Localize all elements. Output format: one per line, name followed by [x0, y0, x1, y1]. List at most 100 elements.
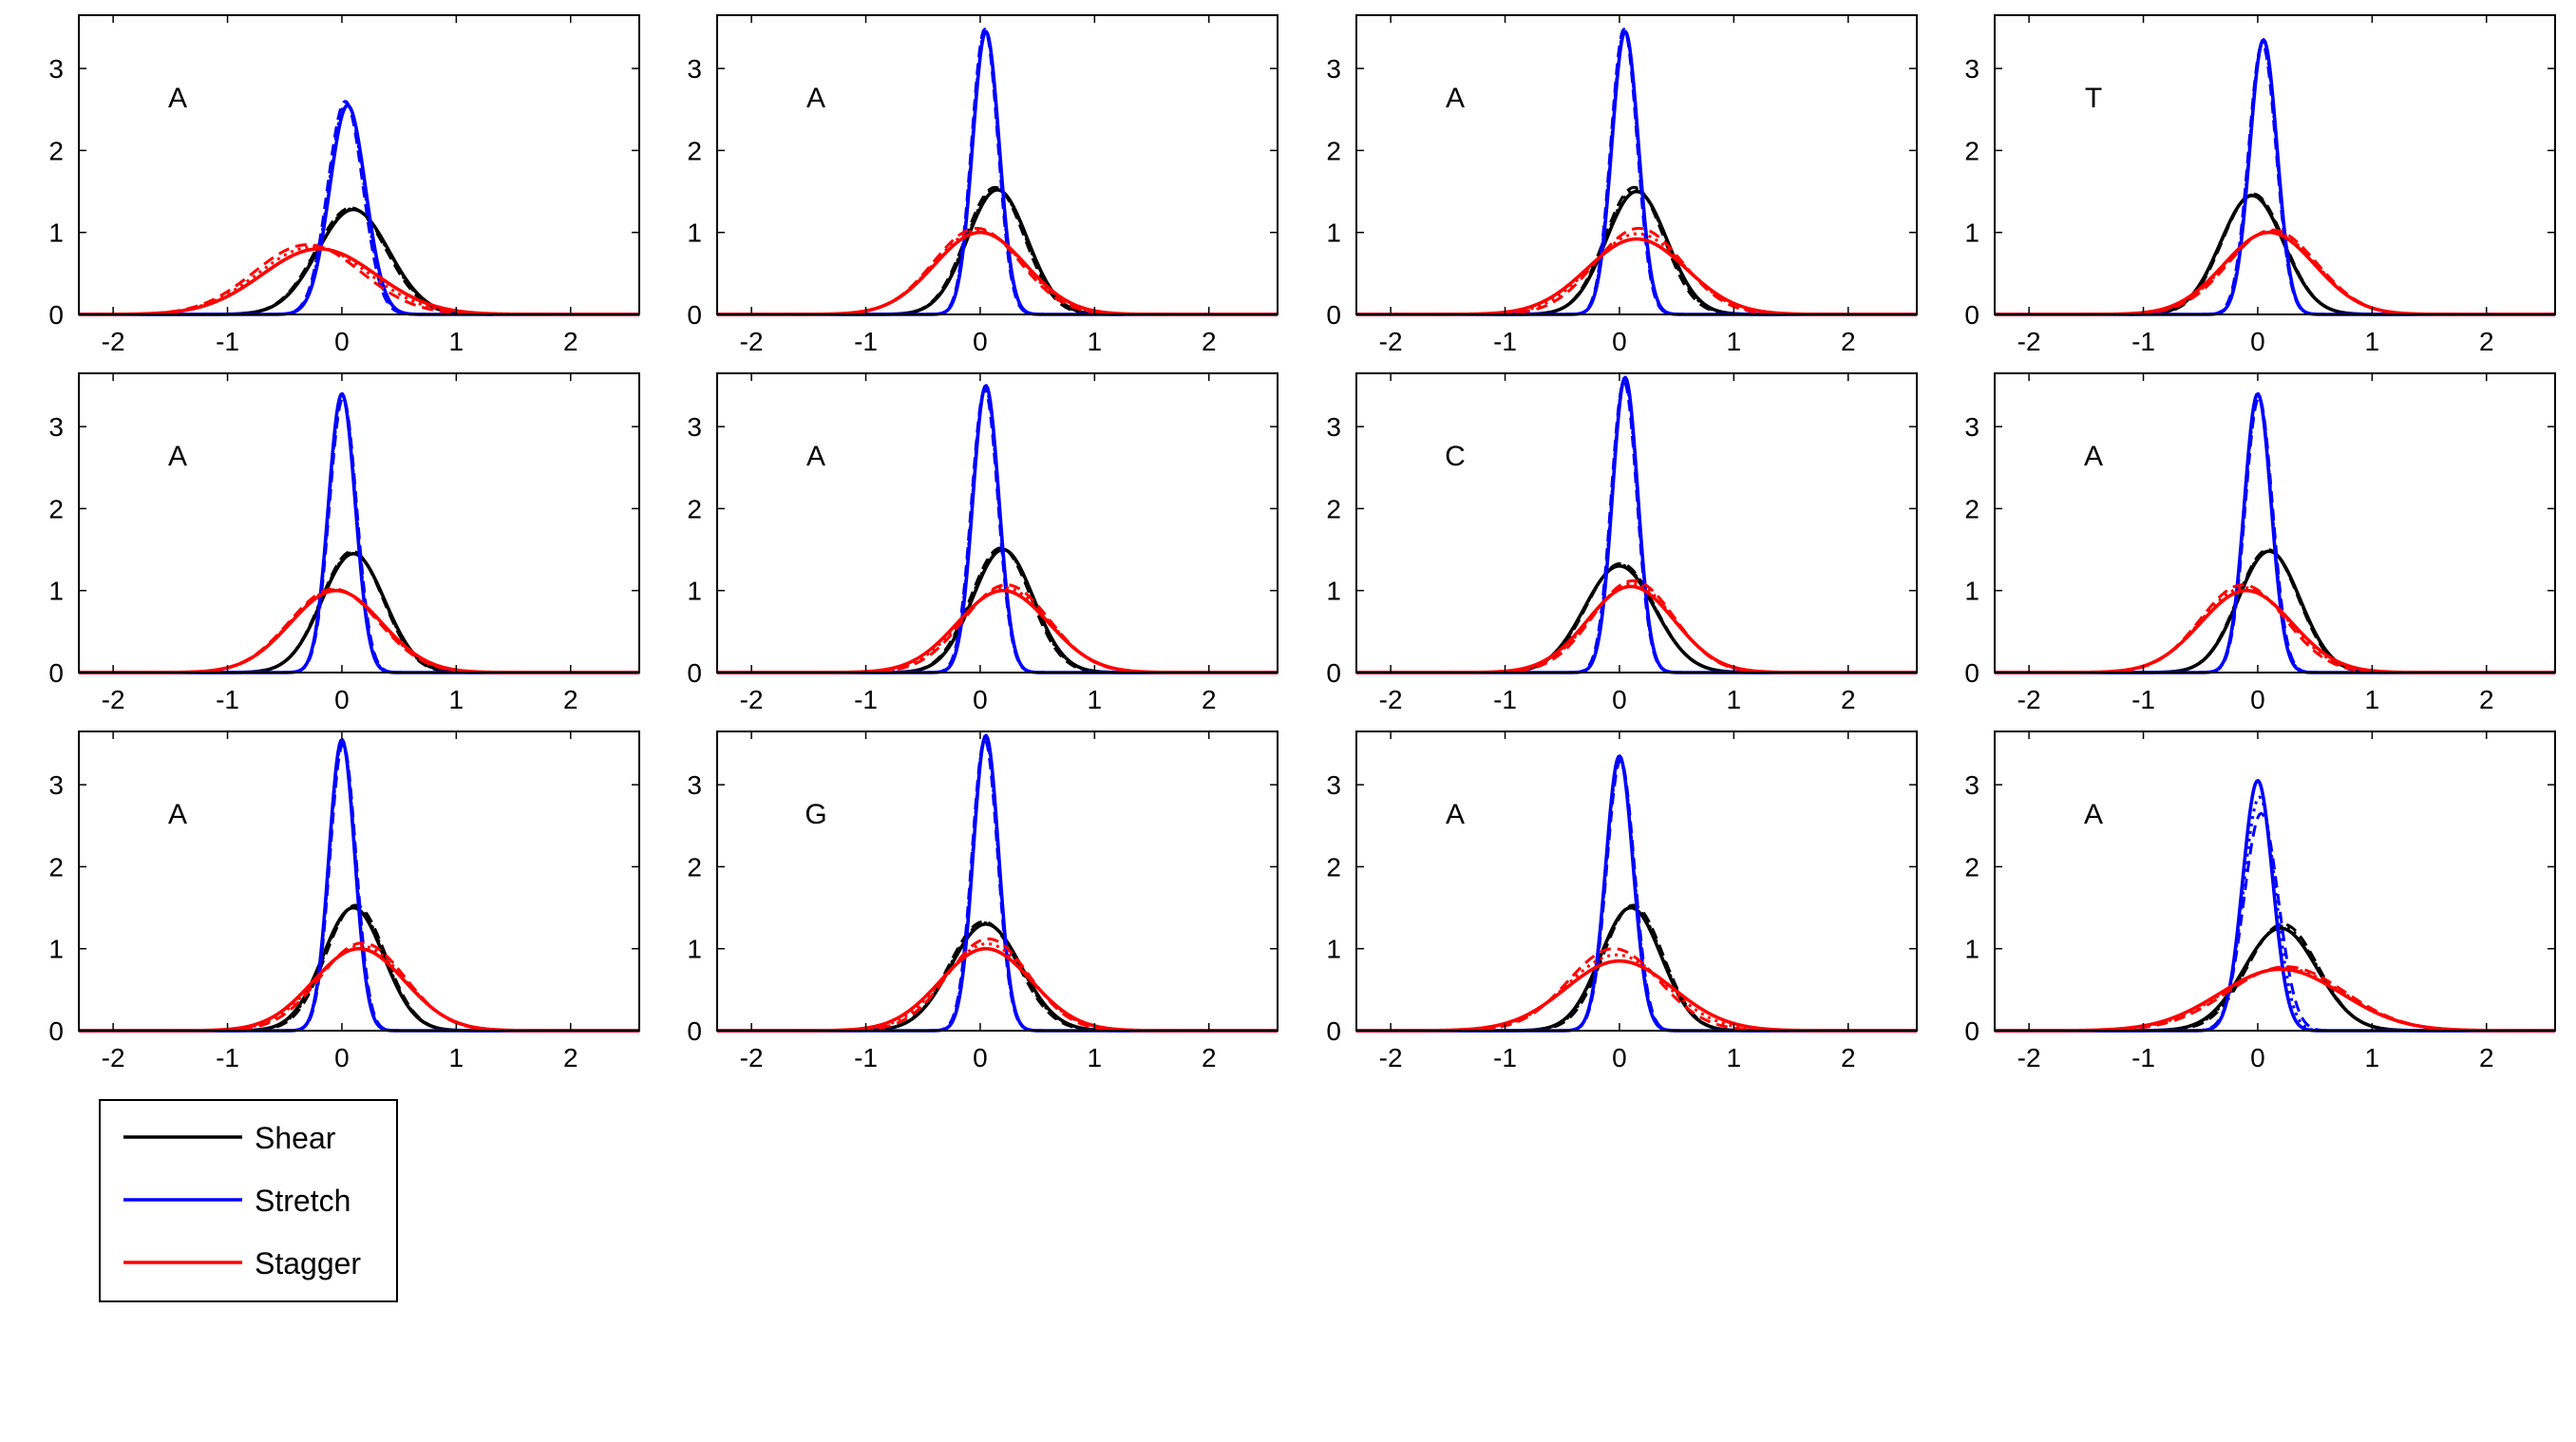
x-tick-label: -1	[2131, 327, 2155, 356]
shear-curve-dotted	[716, 547, 1279, 674]
y-tick-label: 1	[1326, 577, 1341, 606]
x-tick-label: -2	[740, 1043, 764, 1072]
x-tick-label: 1	[449, 685, 464, 714]
x-tick-label: 0	[334, 1043, 350, 1072]
x-tick-label: -2	[102, 1043, 125, 1072]
y-tick-label: 0	[1964, 300, 1979, 330]
stagger-curve-dotted	[716, 229, 1279, 316]
shear-curve-solid	[1355, 905, 1918, 1033]
y-tick-label: 1	[687, 218, 702, 248]
x-tick-label: 1	[2365, 1043, 2380, 1072]
y-tick-label: 3	[687, 54, 702, 84]
stretch-curve-dotted	[716, 386, 1279, 674]
y-tick-label: 2	[48, 852, 64, 882]
x-tick-label: -1	[216, 327, 239, 356]
x-tick-label: 2	[1202, 685, 1217, 714]
stagger-curve-dotted	[716, 942, 1279, 1033]
panel-letter: A	[2084, 441, 2103, 472]
shear-curve-dashed	[716, 546, 1279, 674]
stretch-curve-solid	[716, 384, 1279, 674]
x-tick-label: -2	[102, 685, 125, 714]
stagger-curve-solid	[1355, 584, 1918, 674]
panel-letter: C	[1445, 441, 1466, 472]
y-tick-label: 0	[48, 1016, 64, 1046]
legend-label-stretch: Stretch	[255, 1184, 350, 1218]
y-tick-label: 0	[1964, 1016, 1979, 1046]
shear-curve-dashed	[78, 206, 640, 316]
stretch-curve-dashed	[716, 388, 1279, 674]
stagger-curve-dashed	[78, 941, 640, 1033]
shear-curve-dotted	[1355, 187, 1918, 316]
x-tick-label: 1	[1727, 685, 1742, 714]
y-tick-label: 1	[1326, 218, 1341, 248]
x-tick-label: -1	[1493, 327, 1517, 356]
x-tick-label: 2	[2479, 1043, 2494, 1072]
y-tick-label: 2	[1964, 494, 1979, 523]
y-tick-label: 0	[1326, 1016, 1341, 1046]
x-tick-label: 0	[973, 685, 988, 714]
stretch-curve-solid	[1994, 38, 2556, 316]
x-tick-label: 1	[1727, 327, 1742, 356]
y-tick-label: 0	[687, 658, 702, 688]
stagger-curve-dashed	[716, 583, 1279, 674]
x-tick-label: 2	[1202, 1043, 1217, 1072]
panel-3: -2 -1 0 1 2 0 1 2 3 A	[1326, 14, 1918, 356]
y-tick-label: 1	[48, 218, 64, 248]
shear-curve-dotted	[1994, 193, 2556, 316]
panel-9: -2 -1 0 1 2 0 1 2 3 A	[48, 730, 640, 1072]
x-tick-label: 2	[563, 327, 578, 356]
axes-frame	[716, 372, 1279, 674]
shear-curve-dashed	[1994, 192, 2556, 316]
x-tick-label: 2	[1202, 327, 1217, 356]
panel-letter: A	[168, 441, 187, 472]
x-tick-label: 1	[1088, 1043, 1103, 1072]
y-tick-label: 2	[1326, 494, 1341, 523]
shear-curve-solid	[1994, 926, 2556, 1033]
stagger-curve-solid	[716, 588, 1279, 674]
shear-curve-solid	[716, 188, 1279, 316]
x-tick-label: 1	[449, 1043, 464, 1072]
axes-frame	[1355, 730, 1918, 1032]
stagger-curve-dotted	[716, 586, 1279, 674]
y-tick-label: 3	[1964, 54, 1979, 84]
panel-letter: A	[168, 83, 187, 114]
x-tick-label: -2	[1379, 1043, 1403, 1072]
shear-curve-dashed	[716, 185, 1279, 316]
stretch-curve-solid	[716, 29, 1279, 316]
y-tick-label: 0	[1964, 658, 1979, 688]
legend-box	[99, 1099, 398, 1302]
panel-letter: A	[1446, 799, 1465, 830]
stretch-curve-dashed	[1994, 42, 2556, 316]
y-tick-label: 1	[48, 935, 64, 964]
stretch-curve-dashed	[1355, 28, 1918, 316]
shear-curve-dotted	[716, 187, 1279, 316]
panel-5: -2 -1 0 1 2 0 1 2 3 A	[48, 372, 640, 714]
stretch-curve-dashed	[716, 28, 1279, 316]
panel-7: -2 -1 0 1 2 0 1 2 3 C	[1326, 372, 1918, 714]
stagger-curve-dotted	[1355, 232, 1918, 316]
panel-letter: G	[805, 799, 826, 830]
x-tick-label: -2	[1379, 327, 1403, 356]
y-tick-label: 1	[687, 577, 702, 606]
stagger-curve-dotted	[78, 588, 640, 674]
x-tick-label: -2	[2017, 685, 2041, 714]
stagger-curve-dashed	[1355, 579, 1918, 674]
stretch-curve-dotted	[1355, 28, 1918, 316]
x-tick-label: -2	[740, 327, 764, 356]
stretch-curve-dashed	[1994, 396, 2556, 674]
x-tick-label: -2	[740, 685, 764, 714]
shear-curve-solid	[78, 552, 640, 674]
y-tick-label: 0	[687, 300, 702, 330]
stretch-curve-dashed	[78, 396, 640, 674]
stagger-curve-dashed	[1355, 226, 1918, 316]
stretch-curve-solid	[1355, 29, 1918, 316]
panel-12: -2 -1 0 1 2 0 1 2 3 A	[1964, 730, 2556, 1072]
axes-frame	[78, 730, 640, 1032]
x-tick-label: 2	[563, 685, 578, 714]
stagger-curve-solid	[716, 230, 1279, 316]
x-tick-label: -2	[2017, 327, 2041, 356]
y-tick-label: 3	[1326, 770, 1341, 800]
panel-letter: A	[2084, 799, 2103, 830]
y-tick-label: 3	[687, 770, 702, 800]
